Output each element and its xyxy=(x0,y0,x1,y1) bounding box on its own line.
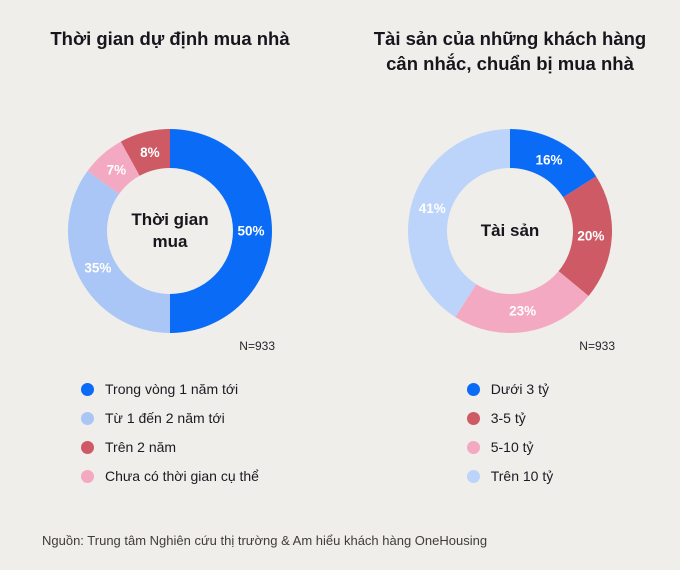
donut-segment xyxy=(87,141,140,194)
donut-segment xyxy=(68,171,170,333)
donut-chart-assets: 16% 20% 23% 41% Tài sản xyxy=(405,126,615,336)
legend-label: Từ 1 đến 2 năm tới xyxy=(105,410,225,426)
donut-center-label-time: Thời gian mua xyxy=(131,209,209,251)
legend-color-dot xyxy=(466,382,480,396)
legend-label: Trên 2 năm xyxy=(105,439,177,455)
chart-title-assets: Tài sản của những khách hàng cân nhắc, c… xyxy=(373,28,647,74)
legend-color-dot xyxy=(466,411,480,425)
donut-segment xyxy=(120,129,170,176)
segment-percent-label: 50% xyxy=(237,224,264,239)
donut-chart-time: 50% 35% 7% 8% Thời gian mua xyxy=(65,126,275,336)
legend-color-dot xyxy=(81,382,94,396)
donut-segment xyxy=(455,271,589,333)
donut-segment xyxy=(170,129,272,333)
legend-item: Trên 10 tỷ xyxy=(466,468,554,484)
donut-svg-time: 50% 35% 7% 8% xyxy=(68,129,272,333)
segment-percent-label: 8% xyxy=(140,145,160,160)
segment-percent-label: 41% xyxy=(419,201,446,216)
legend-label: Chưa có thời gian cụ thể xyxy=(105,468,259,484)
source-note: Nguồn: Trung tâm Nghiên cứu thị trường &… xyxy=(42,533,488,548)
donut-segment xyxy=(558,176,612,297)
legend-color-dot xyxy=(81,411,94,425)
legend-label: 3-5 tỷ xyxy=(490,410,526,426)
charts-row: Thời gian dự định mua nhà 50% 35% 7% 8% Thờ… xyxy=(0,26,680,484)
legend-color-dot xyxy=(466,440,480,454)
legend-label: Trên 10 tỷ xyxy=(490,468,554,484)
legend-color-dot xyxy=(466,469,480,483)
legend-item: 3-5 tỷ xyxy=(466,410,554,426)
legend-color-dot xyxy=(81,469,94,483)
chart-title-time: Thời gian dự định mua nhà xyxy=(50,28,290,49)
segment-percent-label: 20% xyxy=(577,229,604,244)
legend-item: Trong vòng 1 năm tới xyxy=(81,381,259,397)
donut-segment xyxy=(408,129,510,318)
donut-center-label-assets: Tài sản xyxy=(480,220,540,240)
legend-item: Từ 1 đến 2 năm tới xyxy=(81,410,259,426)
chart-time-to-buy: Thời gian dự định mua nhà 50% 35% 7% 8% Thờ… xyxy=(0,26,340,484)
legend-item: Trên 2 năm xyxy=(81,439,259,455)
sample-size-label-time: N=933 xyxy=(239,339,275,353)
legend-label: Trong vòng 1 năm tới xyxy=(105,381,239,397)
segment-percent-label: 16% xyxy=(536,153,563,168)
segment-percent-label: 7% xyxy=(107,163,127,178)
donut-svg-assets: 16% 20% 23% 41% xyxy=(408,129,612,333)
legend-item: 5-10 tỷ xyxy=(466,439,554,455)
legend-item: Chưa có thời gian cụ thể xyxy=(81,468,259,484)
legend-assets: Dưới 3 tỷ 3-5 tỷ 5-10 tỷ Trên 10 tỷ xyxy=(466,381,554,484)
legend-time: Trong vòng 1 năm tới Từ 1 đến 2 năm tới Tr… xyxy=(81,381,259,484)
legend-item: Dưới 3 tỷ xyxy=(466,381,554,397)
segment-percent-label: 23% xyxy=(509,304,536,319)
legend-label: 5-10 tỷ xyxy=(490,439,534,455)
legend-label: Dưới 3 tỷ xyxy=(490,381,549,397)
segment-percent-label: 35% xyxy=(84,260,111,275)
chart-assets: Tài sản của những khách hàng cân nhắc, c… xyxy=(340,26,680,484)
sample-size-label-assets: N=933 xyxy=(579,339,615,353)
legend-color-dot xyxy=(81,440,94,454)
donut-segment xyxy=(510,129,597,198)
